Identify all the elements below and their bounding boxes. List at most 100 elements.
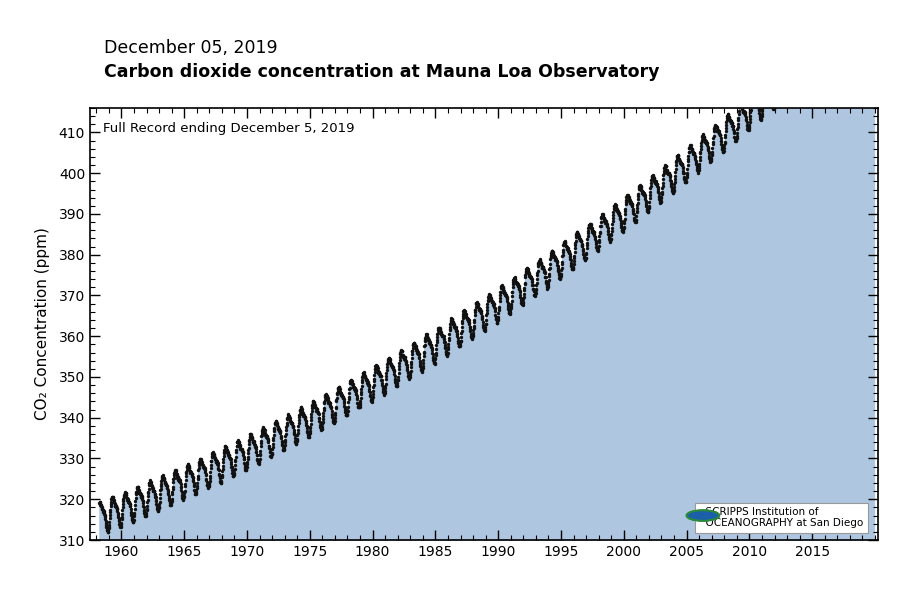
Point — [513, 290, 527, 299]
Point — [266, 433, 281, 443]
Point — [242, 436, 256, 446]
Point — [806, 61, 820, 70]
Point — [536, 263, 550, 272]
Point — [721, 111, 735, 121]
Point — [704, 155, 718, 164]
Point — [577, 254, 591, 263]
Point — [400, 365, 415, 374]
Point — [275, 440, 290, 450]
Point — [860, 0, 875, 1]
Point — [401, 374, 416, 383]
Point — [112, 519, 127, 529]
Point — [327, 418, 341, 428]
Point — [787, 63, 801, 73]
Point — [290, 434, 304, 444]
Point — [608, 200, 623, 210]
Point — [580, 241, 594, 250]
Point — [721, 109, 735, 119]
Point — [574, 239, 589, 248]
Point — [457, 307, 472, 316]
Point — [430, 329, 445, 338]
Point — [454, 326, 469, 336]
Point — [94, 502, 109, 511]
Point — [613, 213, 627, 223]
Point — [336, 393, 350, 403]
Point — [803, 69, 817, 79]
Point — [694, 136, 708, 146]
Point — [482, 291, 497, 301]
Point — [279, 421, 293, 430]
Point — [628, 217, 643, 227]
Point — [696, 129, 710, 139]
Point — [588, 232, 602, 242]
Point — [518, 268, 533, 277]
Point — [434, 328, 448, 338]
Point — [511, 280, 526, 290]
Point — [464, 333, 479, 343]
Point — [280, 414, 294, 424]
Point — [761, 84, 776, 94]
Point — [595, 209, 609, 218]
Point — [493, 283, 508, 292]
Point — [224, 463, 238, 472]
Point — [681, 148, 696, 157]
Point — [810, 37, 824, 46]
Point — [260, 434, 274, 443]
Point — [314, 424, 328, 434]
Point — [355, 377, 369, 387]
Point — [227, 470, 241, 480]
Point — [105, 493, 120, 502]
Point — [850, 8, 865, 18]
Point — [356, 371, 370, 380]
Point — [609, 205, 624, 215]
Point — [316, 408, 330, 418]
Point — [540, 281, 554, 291]
Point — [229, 452, 243, 461]
Point — [712, 128, 726, 137]
Point — [364, 392, 378, 402]
Point — [751, 99, 765, 109]
Point — [157, 473, 171, 483]
Point — [654, 190, 669, 199]
Point — [218, 442, 232, 451]
Point — [625, 201, 639, 211]
Point — [208, 454, 222, 463]
Point — [126, 517, 140, 527]
Point — [463, 319, 477, 329]
Point — [739, 112, 753, 122]
Point — [185, 473, 200, 482]
Point — [683, 140, 698, 149]
Point — [520, 266, 535, 275]
Point — [795, 53, 809, 63]
Point — [449, 324, 464, 334]
Point — [184, 467, 198, 476]
Point — [506, 282, 520, 292]
Point — [766, 102, 780, 112]
Point — [491, 305, 506, 315]
Point — [251, 458, 266, 467]
Point — [458, 311, 473, 320]
Point — [347, 383, 362, 393]
Point — [436, 331, 450, 341]
Point — [130, 483, 144, 493]
Point — [312, 413, 327, 422]
Point — [623, 199, 637, 208]
Point — [805, 69, 819, 79]
Point — [664, 179, 679, 189]
Point — [310, 406, 324, 416]
Point — [341, 397, 356, 407]
Point — [562, 251, 577, 260]
Point — [618, 199, 633, 209]
Point — [237, 454, 251, 464]
Point — [170, 470, 184, 479]
Point — [454, 336, 468, 346]
Point — [619, 195, 634, 205]
Point — [826, 34, 841, 43]
Point — [786, 61, 800, 71]
Point — [350, 398, 365, 408]
Point — [329, 389, 344, 399]
Point — [742, 120, 757, 130]
Point — [148, 487, 162, 496]
Point — [573, 235, 588, 245]
Point — [422, 338, 436, 347]
